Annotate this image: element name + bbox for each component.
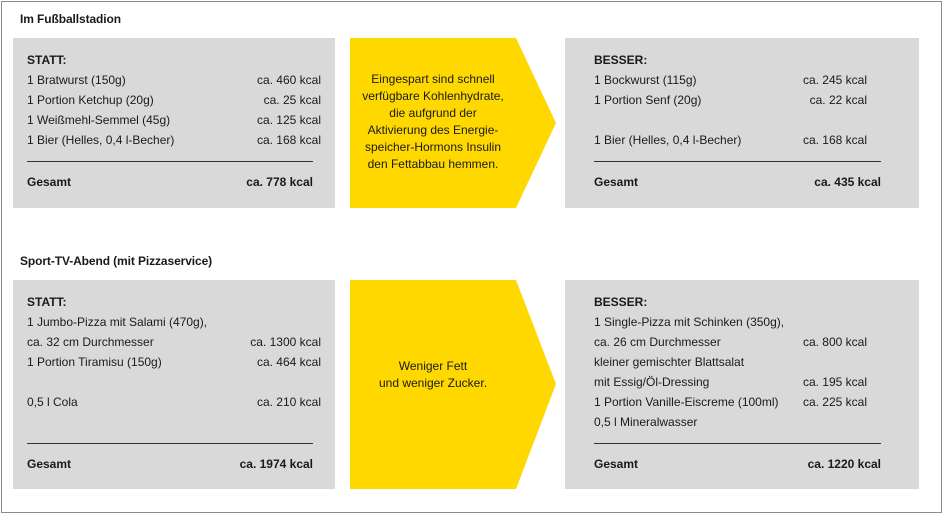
- item-kcal: ca. 168 kcal: [256, 133, 321, 147]
- arrow-shape: [350, 280, 556, 489]
- divider: [594, 161, 881, 162]
- statt-heading: STATT:: [27, 53, 67, 67]
- total-value: ca. 435 kcal: [814, 175, 881, 189]
- item-label: 0,5 l Cola: [27, 395, 78, 409]
- item-label: 1 Bockwurst (115g): [594, 73, 697, 87]
- total-value: ca. 778 kcal: [246, 175, 313, 189]
- arrow-text-stadium: Eingespart sind schnell verfügbare Kohle…: [350, 71, 516, 173]
- section-title-stadium: Im Fußballstadion: [20, 12, 121, 26]
- divider: [594, 443, 881, 444]
- list-item: ca. 32 cm Durchmesser ca. 1300 kcal: [27, 332, 321, 352]
- list-item: 1 Portion Ketchup (20g) ca. 25 kcal: [27, 90, 321, 110]
- total-value: ca. 1974 kcal: [239, 457, 313, 471]
- list-item: kleiner gemischter Blattsalat: [594, 352, 867, 372]
- list-item: 1 Portion Tiramisu (150g) ca. 464 kcal: [27, 352, 321, 372]
- divider: [27, 161, 313, 162]
- arrow-text-tv: Weniger Fett und weniger Zucker.: [350, 358, 516, 392]
- item-kcal: ca. 460 kcal: [256, 73, 321, 87]
- item-label: 1 Portion Tiramisu (150g): [27, 355, 162, 369]
- item-kcal: ca. 210 kcal: [256, 395, 321, 409]
- item-label: ca. 32 cm Durchmesser: [27, 335, 154, 349]
- list-item: mit Essig/Öl-Dressing ca. 195 kcal: [594, 372, 867, 392]
- list-item: 1 Jumbo-Pizza mit Salami (470g),: [27, 312, 321, 332]
- item-kcal: ca. 1300 kcal: [250, 335, 321, 349]
- arrow-tv: [350, 280, 556, 489]
- item-kcal: ca. 225 kcal: [802, 395, 867, 409]
- list-item: 1 Bockwurst (115g) ca. 245 kcal: [594, 70, 867, 90]
- statt-panel-stadium: STATT: 1 Bratwurst (150g) ca. 460 kcal 1 …: [13, 38, 335, 208]
- list-item: 1 Portion Vanille-Eiscreme (100ml) ca. 22…: [594, 392, 867, 412]
- item-label: 1 Bratwurst (150g): [27, 73, 126, 87]
- item-label: 1 Jumbo-Pizza mit Salami (470g),: [27, 315, 208, 329]
- item-label: 1 Portion Vanille-Eiscreme (100ml): [594, 395, 779, 409]
- arrow-line: verfügbare Kohlenhydrate,: [362, 89, 504, 103]
- arrow-line: Aktivierung des Energie-: [367, 123, 499, 137]
- statt-heading: STATT:: [27, 295, 67, 309]
- list-item: 1 Portion Senf (20g) ca. 22 kcal: [594, 90, 867, 110]
- total-label: Gesamt: [594, 457, 639, 471]
- list-item: 0,5 l Cola ca. 210 kcal: [27, 392, 321, 412]
- besser-heading: BESSER:: [594, 53, 648, 67]
- item-label: ca. 26 cm Durchmesser: [594, 335, 721, 349]
- arrow-stadium: [350, 38, 556, 208]
- item-label: kleiner gemischter Blattsalat: [594, 355, 745, 369]
- list-item: 1 Weißmehl-Semmel (45g) ca. 125 kcal: [27, 110, 321, 130]
- section-title-tv: Sport-TV-Abend (mit Pizzaservice): [20, 254, 213, 268]
- besser-panel-tv: BESSER: 1 Single-Pizza mit Schinken (350…: [565, 280, 919, 489]
- divider: [27, 443, 313, 444]
- arrow-line: Weniger Fett: [398, 359, 468, 373]
- item-kcal: ca. 245 kcal: [802, 73, 867, 87]
- statt-panel-tv: STATT: 1 Jumbo-Pizza mit Salami (470g), …: [13, 280, 335, 489]
- arrow-line: die aufgrund der: [389, 106, 477, 120]
- item-label: 1 Single-Pizza mit Schinken (350g),: [594, 315, 785, 329]
- item-label: 1 Weißmehl-Semmel (45g): [27, 113, 171, 127]
- arrow-line: und weniger Zucker.: [378, 376, 488, 390]
- total-row: Gesamt ca. 1220 kcal: [594, 454, 881, 474]
- item-label: 1 Portion Ketchup (20g): [27, 93, 154, 107]
- list-item: 1 Bier (Helles, 0,4 l-Becher) ca. 168 kca…: [594, 130, 867, 150]
- total-row: Gesamt ca. 778 kcal: [27, 172, 313, 192]
- besser-heading: BESSER:: [594, 295, 648, 309]
- arrow-shape: [350, 38, 556, 208]
- total-row: Gesamt ca. 435 kcal: [594, 172, 881, 192]
- total-label: Gesamt: [27, 457, 72, 471]
- list-item: 0,5 l Mineralwasser: [594, 412, 867, 432]
- list-item: 1 Single-Pizza mit Schinken (350g),: [594, 312, 867, 332]
- item-kcal: ca. 464 kcal: [256, 355, 321, 369]
- list-item: 1 Bier (Helles, 0,4 l-Becher) ca. 168 kca…: [27, 130, 321, 150]
- arrow-line: den Fettabbau hemmen.: [367, 157, 499, 171]
- arrow-line: Eingespart sind schnell: [371, 72, 495, 86]
- list-item: ca. 26 cm Durchmesser ca. 800 kcal: [594, 332, 867, 352]
- besser-panel-stadium: BESSER: 1 Bockwurst (115g) ca. 245 kcal 1…: [565, 38, 919, 208]
- list-item: 1 Bratwurst (150g) ca. 460 kcal: [27, 70, 321, 90]
- item-label: 0,5 l Mineralwasser: [594, 415, 698, 429]
- total-value: ca. 1220 kcal: [807, 457, 881, 471]
- item-kcal: ca. 195 kcal: [802, 375, 867, 389]
- total-label: Gesamt: [27, 175, 72, 189]
- item-kcal: ca. 22 kcal: [809, 93, 867, 107]
- item-kcal: ca. 800 kcal: [802, 335, 867, 349]
- item-kcal: ca. 25 kcal: [263, 93, 321, 107]
- item-label: 1 Bier (Helles, 0,4 l-Becher): [594, 133, 742, 147]
- item-kcal: ca. 168 kcal: [802, 133, 867, 147]
- item-kcal: ca. 125 kcal: [256, 113, 321, 127]
- total-label: Gesamt: [594, 175, 639, 189]
- total-row: Gesamt ca. 1974 kcal: [27, 454, 313, 474]
- item-label: 1 Bier (Helles, 0,4 l-Becher): [27, 133, 175, 147]
- item-label: mit Essig/Öl-Dressing: [594, 375, 710, 389]
- item-label: 1 Portion Senf (20g): [594, 93, 702, 107]
- arrow-line: speicher-Hormons Insulin: [364, 140, 502, 154]
